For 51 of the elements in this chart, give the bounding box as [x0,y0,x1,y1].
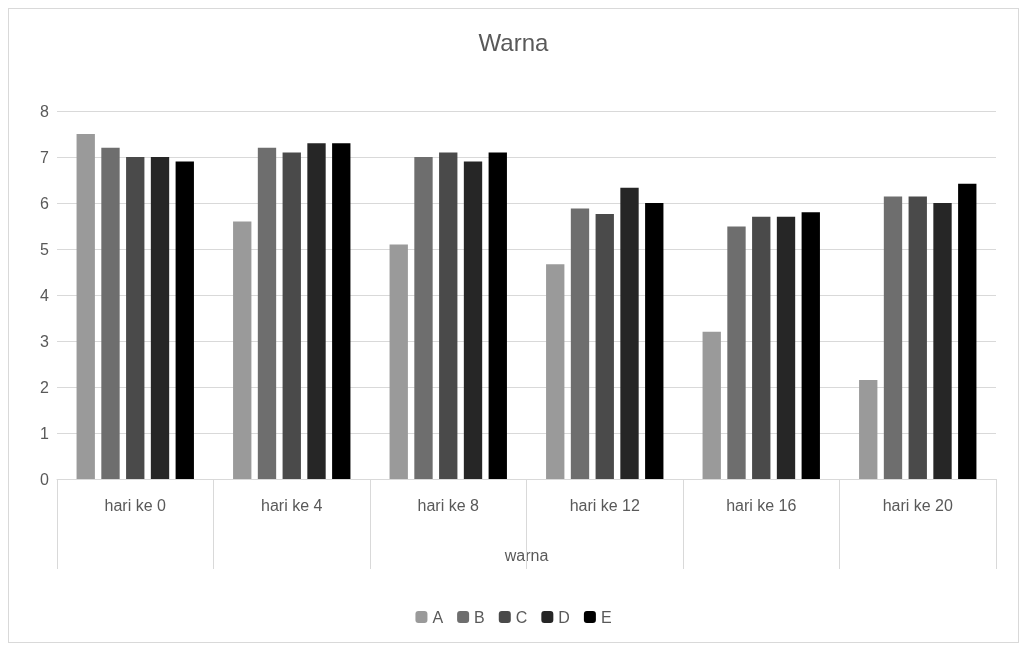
bar [776,216,796,479]
bar [595,214,614,479]
legend-label: C [515,608,528,626]
bar [439,152,458,479]
legend-label: A [432,608,444,626]
x-tick-label: hari ke 20 [882,496,953,514]
bar [570,208,590,479]
x-tick-label: hari ke 8 [417,496,480,514]
bar [126,157,145,479]
y-tick-label: 4 [40,286,50,304]
bar [76,134,95,479]
bar [645,203,664,479]
legend-label: E [600,608,612,626]
y-tick-label: 5 [40,240,50,258]
bar [175,161,194,479]
bar [546,264,565,479]
y-tick-label: 6 [40,194,50,212]
bar [257,147,277,479]
bar [620,187,639,479]
bar [908,196,927,479]
bar [702,331,721,479]
bar [933,203,952,479]
y-tick-label: 8 [40,102,50,120]
bar [958,183,977,479]
bar [488,152,507,479]
y-tick-label: 7 [40,148,50,166]
chart-title: Warna [478,28,550,56]
bar [307,143,326,479]
bar [233,221,252,479]
legend-label: D [558,608,570,626]
bar [332,143,351,479]
bar [752,216,771,479]
bar [859,380,878,479]
y-tick-label: 3 [40,332,50,350]
bar [282,152,301,479]
y-tick-label: 0 [40,470,50,488]
bar [801,212,820,479]
x-tick-label: hari ke 16 [726,496,797,514]
bar [463,161,483,479]
x-tick-label: hari ke 0 [104,496,167,514]
x-tick-label: hari ke 12 [569,496,640,514]
bar [150,157,170,479]
bar [883,196,903,479]
bar [414,157,433,479]
legend-label: B [474,608,485,626]
bar [389,244,408,479]
y-tick-label: 1 [40,424,50,442]
bar [101,147,120,479]
bar [727,226,746,479]
y-tick-label: 2 [40,378,50,396]
x-tick-label: hari ke 4 [261,496,323,514]
